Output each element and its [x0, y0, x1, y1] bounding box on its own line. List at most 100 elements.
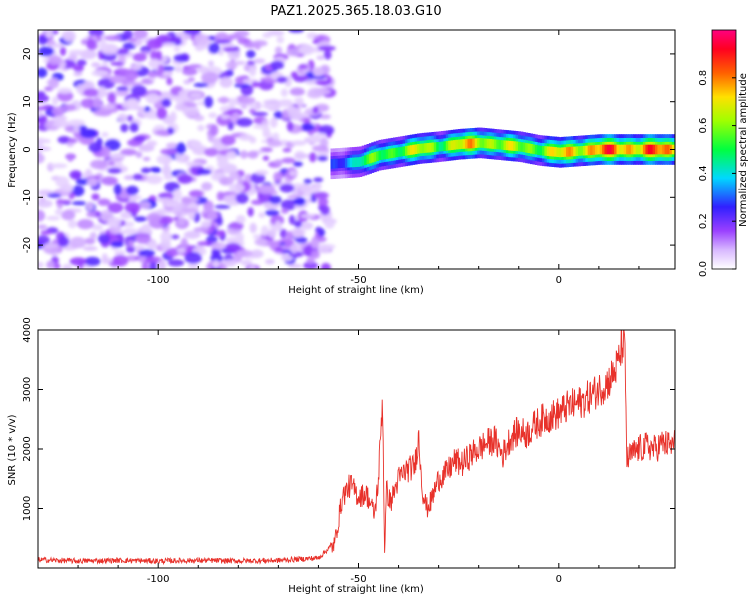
- noise-blob: [308, 135, 321, 143]
- noise-blob: [315, 132, 327, 138]
- noise-blob: [108, 161, 115, 166]
- noise-blob: [123, 30, 133, 40]
- ridge-cell: [417, 144, 420, 154]
- ridge-cell: [623, 144, 627, 155]
- noise-blob: [201, 182, 213, 191]
- colorbar-ticks: 0.0 0.2 0.4 0.6 0.8: [698, 70, 736, 277]
- noise-blob: [123, 175, 135, 180]
- noise-blob: [167, 259, 185, 267]
- ridge-cell: [419, 143, 423, 154]
- noise-blob: [149, 261, 158, 269]
- noise-blob: [117, 113, 128, 123]
- noise-blob: [108, 153, 126, 159]
- noise-blob: [127, 98, 140, 109]
- ridge-cell: [361, 156, 365, 166]
- noise-blob: [73, 64, 84, 72]
- noise-blob: [166, 142, 179, 149]
- noise-blob: [46, 193, 62, 198]
- noise-blob: [132, 173, 143, 181]
- noise-blob: [311, 66, 325, 77]
- ridge-cell: [332, 158, 336, 169]
- noise-blob: [114, 249, 126, 256]
- ridge-cell: [568, 146, 572, 157]
- noise-blob: [264, 209, 280, 217]
- noise-blob: [193, 82, 209, 88]
- noise-blob: [255, 170, 269, 176]
- noise-blob: [252, 234, 262, 239]
- noise-blob: [143, 106, 151, 112]
- noise-blob: [91, 224, 104, 231]
- noise-blob: [219, 76, 233, 88]
- noise-blob: [210, 124, 219, 136]
- noise-blob: [135, 151, 143, 158]
- ridge-cell: [640, 144, 644, 155]
- noise-blob: [173, 54, 189, 63]
- noise-blob: [276, 76, 288, 83]
- noise-blob: [313, 184, 321, 194]
- ridge-cell: [503, 140, 507, 150]
- ridge-cell: [594, 145, 598, 155]
- noise-blob: [262, 32, 272, 39]
- ridge-cell: [484, 138, 488, 149]
- ridge-cell: [354, 157, 358, 167]
- noise-blob: [195, 196, 208, 204]
- ridge-cell: [575, 146, 579, 156]
- noise-blob: [315, 80, 332, 86]
- noise-blob: [299, 184, 312, 193]
- noise-blob: [113, 183, 122, 196]
- colorbar-tick-label: 0.8: [698, 70, 709, 86]
- noise-blob: [49, 163, 68, 169]
- ridge-cell: [633, 144, 637, 155]
- noise-blob: [214, 39, 231, 44]
- noise-blob: [208, 42, 221, 54]
- noise-blob: [69, 257, 87, 266]
- noise-blob: [155, 129, 169, 136]
- noise-blob: [133, 135, 147, 142]
- noise-blob: [254, 42, 261, 50]
- ridge-cell: [566, 147, 569, 157]
- ridge-cell: [421, 143, 425, 154]
- noise-blob: [169, 111, 177, 123]
- noise-blob: [71, 201, 87, 206]
- snr-frame: [37, 329, 676, 569]
- ridge-cell: [407, 145, 411, 156]
- noise-blob: [287, 194, 300, 199]
- noise-blob: [293, 161, 303, 167]
- noise-blob: [161, 98, 172, 108]
- noise-blob: [216, 216, 223, 226]
- noise-blob: [226, 151, 237, 160]
- noise-blob: [313, 191, 330, 199]
- noise-blob: [63, 30, 76, 43]
- noise-blob: [126, 115, 134, 122]
- noise-blob: [173, 46, 181, 52]
- ridge-cell: [443, 141, 447, 151]
- ridge-cell: [549, 146, 553, 157]
- ridge-cell: [534, 144, 538, 155]
- noise-blob: [247, 103, 263, 109]
- x-tick-label: 0: [556, 574, 562, 585]
- noise-blob: [290, 71, 299, 79]
- noise-blob: [38, 137, 47, 144]
- noise-blob: [93, 109, 112, 117]
- noise-blob: [109, 224, 122, 235]
- noise-blob: [169, 36, 182, 43]
- noise-blob: [235, 192, 249, 204]
- noise-blob: [217, 49, 225, 56]
- ridge-cell: [563, 147, 567, 157]
- noise-blob: [101, 176, 118, 186]
- noise-blob: [257, 192, 273, 203]
- ridge-cell: [551, 146, 555, 157]
- noise-blob: [125, 255, 139, 262]
- noise-blob: [157, 259, 167, 269]
- ridge-cell: [638, 144, 642, 155]
- noise-blob: [81, 82, 93, 90]
- noise-blob: [175, 151, 186, 163]
- noise-blob: [262, 131, 273, 138]
- ridge-cell: [409, 145, 413, 155]
- noise-blob: [60, 184, 74, 193]
- ridge-cell: [469, 138, 473, 149]
- noise-blob: [188, 190, 203, 197]
- noise-blob: [57, 87, 73, 94]
- x-tick-label: 0: [556, 275, 562, 286]
